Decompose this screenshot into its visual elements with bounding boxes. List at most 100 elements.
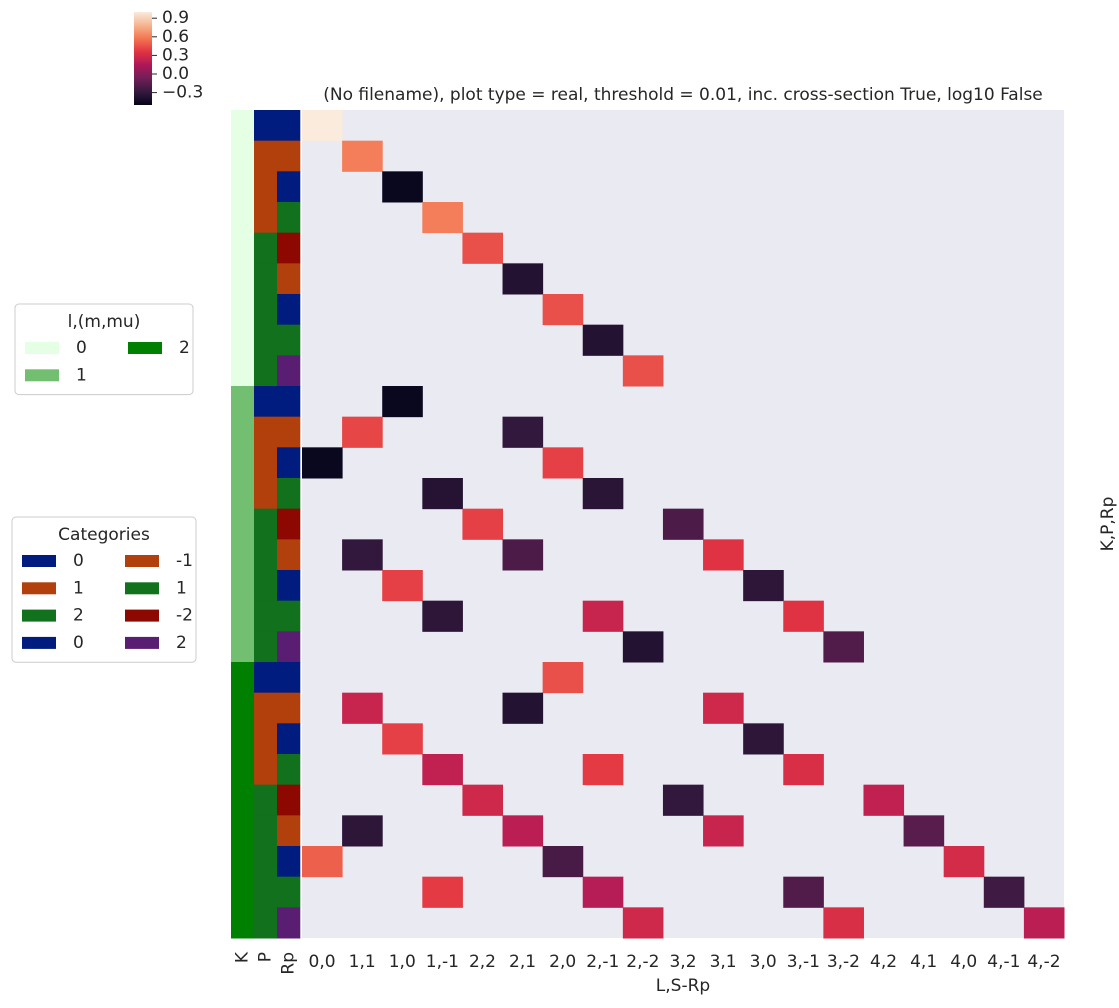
colorbar-tick-label: 0.9 [162,8,189,28]
x-tick-label: 1,1 [349,952,376,972]
colorbar-tick-label: 0.3 [162,45,189,65]
legend-swatch [25,369,59,382]
heatmap-cell [582,600,624,632]
heatmap-cell [342,815,383,847]
row-color-cell [231,202,255,234]
heatmap-cell [783,876,824,908]
x-tick-label: 2,-1 [586,952,619,972]
heatmap-cell [582,478,624,510]
legend-swatch [22,582,56,595]
row-color-cell [254,600,278,632]
row-color-cell [277,662,301,694]
heatmap-cell [342,692,383,724]
heatmap-cell [582,324,624,356]
x-tick-label: 2,0 [549,952,576,972]
row-color-cell [277,539,301,571]
heatmap-cell [342,539,383,571]
row-color-cell [254,539,278,571]
row-color-cell [254,692,278,724]
row-color-cell [231,723,255,755]
legend-box [11,516,197,663]
legend-label: 0 [73,551,84,571]
x-axis-label: L,S-Rp [656,976,710,996]
row-color-cell [254,754,278,786]
legend-label: -2 [176,606,193,626]
x-tick-label: 4,-1 [987,952,1020,972]
row-color-cell [254,815,278,847]
row-color-cell [254,784,278,816]
row-color-cell [277,570,301,602]
row-color-cell [254,846,278,878]
row-color-label: Rp [279,952,299,975]
row-color-label: K [233,951,253,963]
row-color-cell [254,386,278,418]
heatmap-cell [743,570,784,602]
row-color-cell [231,324,255,356]
row-color-cell [277,232,301,264]
row-color-cell [231,754,255,786]
heatmap-cell [823,631,864,663]
heatmap-cell [903,815,945,847]
heatmap-cell [783,754,824,786]
row-color-cell [231,110,255,142]
row-color-cell [277,600,301,632]
heatmap-cell [502,263,544,295]
heatmap-cell [542,846,584,878]
x-tick-label: 4,-2 [1027,952,1060,972]
row-color-cell [231,232,255,264]
heatmap-cell [542,294,584,326]
heatmap-cell [502,539,544,571]
heatmap-cell [382,171,423,203]
colorbar [134,12,152,105]
row-color-cell [277,846,301,878]
row-color-cell [254,263,278,295]
colorbar-tick-label: −0.3 [162,83,203,103]
row-color-cell [254,662,278,694]
heatmap-cell [422,478,463,510]
heatmap-cell [542,447,584,479]
row-color-cell [231,846,255,878]
row-color-cell [254,202,278,234]
row-color-cell [254,478,278,510]
row-color-cell [254,508,278,540]
row-color-cell [231,478,255,510]
heatmap-cell [783,600,824,632]
row-color-cell [231,294,255,326]
x-tick-label: 3,-2 [827,952,860,972]
row-color-cell [277,784,301,816]
row-color-cell [277,202,301,234]
heatmap-cell [462,784,504,816]
row-color-cell [254,140,278,172]
row-color-cell [231,815,255,847]
heatmap-cell [703,692,744,724]
legend-box [14,303,194,396]
x-tick-label: 4,2 [870,952,897,972]
x-tick-label: 3,-1 [787,952,820,972]
heatmap-cell [622,907,664,939]
heatmap-cell [502,815,544,847]
x-tick-label: 1,0 [389,952,416,972]
row-color-cell [277,876,301,908]
heatmap-cell [662,508,704,540]
legend-label: 2 [176,633,187,653]
row-color-cell [254,324,278,356]
row-color-cell [277,324,301,356]
legend-title: l,(m,mu) [68,312,141,332]
row-color-cell [231,907,255,939]
row-color-cell [231,355,255,387]
legend-label: -1 [176,551,193,571]
row-color-label: P [256,952,276,962]
heatmap-cell [622,355,664,387]
x-tick-label: 3,2 [669,952,696,972]
row-color-cell [277,692,301,724]
row-color-cell [254,876,278,908]
row-color-cell [231,784,255,816]
legend-label: 1 [76,365,87,385]
row-color-cell [254,294,278,326]
x-tick-label: 1,-1 [426,952,459,972]
row-color-cell [277,754,301,786]
row-color-cell [277,723,301,755]
heatmap-cell [542,662,584,694]
legend-title: Categories [58,525,150,545]
chart-title: (No filename), plot type = real, thresho… [323,85,1043,105]
